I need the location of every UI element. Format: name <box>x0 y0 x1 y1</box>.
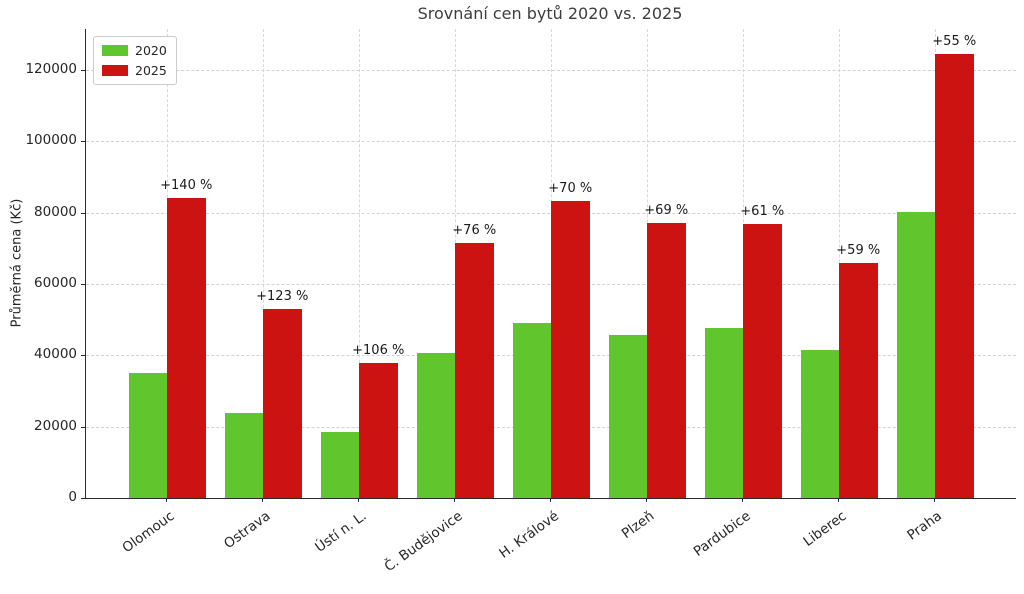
legend-item-2020: 2020 <box>102 43 167 58</box>
pct-change-label-praha: +55 % <box>932 33 977 49</box>
gridline-x-st-n-l <box>359 29 360 498</box>
x-tick-label-ostrava: Ostrava <box>221 508 274 553</box>
y-tick-mark-120000 <box>81 70 85 71</box>
pct-change-label-olomouc: +140 % <box>160 178 213 194</box>
x-tick-mark-plze <box>646 498 647 502</box>
y-tick-mark-40000 <box>81 355 85 357</box>
legend: 2020 2025 <box>93 36 177 85</box>
x-tick-mark-praha <box>934 498 935 502</box>
bar-2020-liberec <box>800 350 839 498</box>
y-tick-label-120000: 120000 <box>25 61 77 77</box>
y-tick-label-0: 0 <box>68 489 77 505</box>
y-tick-label-100000: 100000 <box>25 132 77 149</box>
pct-change-label-plze: +69 % <box>644 203 689 219</box>
legend-label-2020: 2020 <box>135 43 167 58</box>
pct-change-label-pardubice: +61 % <box>740 204 785 220</box>
x-tick-label-h-kr-lov: H. Králové <box>495 508 562 562</box>
bar-2025-olomouc <box>167 198 206 498</box>
pct-change-label-ostrava: +123 % <box>256 288 309 304</box>
x-tick-label-olomouc: Olomouc <box>119 508 178 557</box>
legend-item-2025: 2025 <box>102 63 167 78</box>
x-tick-mark-bud-jovice <box>454 498 455 502</box>
bar-2025-pardubice <box>743 224 782 498</box>
bar-2020-st-n-l <box>320 432 359 498</box>
bar-2025-h-kr-lov <box>551 200 590 498</box>
legend-label-2025: 2025 <box>135 63 167 78</box>
bar-2025-ostrava <box>263 308 302 498</box>
bar-2025-liberec <box>839 262 878 498</box>
y-tick-mark-20000 <box>81 426 85 428</box>
x-tick-mark-olomouc <box>166 498 167 502</box>
bar-2020-olomouc <box>128 373 167 498</box>
y-tick-label-80000: 80000 <box>34 203 77 220</box>
plot-area: +140 % +123 % +106 % +76 % +70 % +69 % +61 % +5… <box>85 29 1016 499</box>
bar-2025-bud-jovice <box>455 242 494 498</box>
legend-swatch-2025 <box>102 65 128 76</box>
x-tick-label-liberec: Liberec <box>800 508 850 550</box>
y-tick-mark-60000 <box>81 284 85 285</box>
gridline-x-ostrava <box>263 29 264 498</box>
x-tick-mark-ostrava <box>262 498 263 502</box>
x-tick-mark-liberec <box>838 498 839 502</box>
bar-2025-plze <box>647 223 686 498</box>
bar-2020-ostrava <box>224 413 263 498</box>
bar-2020-plze <box>608 335 647 498</box>
bar-2020-praha <box>896 211 935 498</box>
bar-2025-praha <box>935 53 974 498</box>
bar-2020-bud-jovice <box>416 352 455 498</box>
legend-swatch-2020 <box>102 45 128 56</box>
x-tick-label-praha: Praha <box>904 508 946 544</box>
x-tick-mark-st-n-l <box>358 498 359 502</box>
pct-change-label-h-kr-lov: +70 % <box>548 180 593 196</box>
y-tick-mark-100000 <box>81 141 85 143</box>
x-tick-mark-pardubice <box>742 498 743 502</box>
pct-change-label-st-n-l: +106 % <box>352 342 405 358</box>
x-tick-label-st-n-l: Ústí n. L. <box>312 508 370 556</box>
y-tick-label-40000: 40000 <box>34 346 77 363</box>
x-tick-label-pardubice: Pardubice <box>690 508 754 560</box>
x-tick-label-bud-jovice: Č. Budějovice <box>381 508 466 576</box>
x-tick-mark-h-kr-lov <box>550 498 551 502</box>
y-tick-mark-80000 <box>81 212 85 214</box>
x-tick-label-plze: Plzeň <box>619 508 658 543</box>
bar-2025-st-n-l <box>359 362 398 498</box>
bar-2020-pardubice <box>704 327 743 498</box>
chart-title: Srovnání cen bytů 2020 vs. 2025 <box>417 4 683 23</box>
y-tick-label-60000: 60000 <box>34 275 77 291</box>
y-tick-mark-0 <box>81 498 85 499</box>
bar-2020-h-kr-lov <box>512 323 551 498</box>
pct-change-label-liberec: +59 % <box>836 242 881 258</box>
pct-change-label-bud-jovice: +76 % <box>452 222 497 238</box>
y-tick-label-20000: 20000 <box>34 417 77 434</box>
